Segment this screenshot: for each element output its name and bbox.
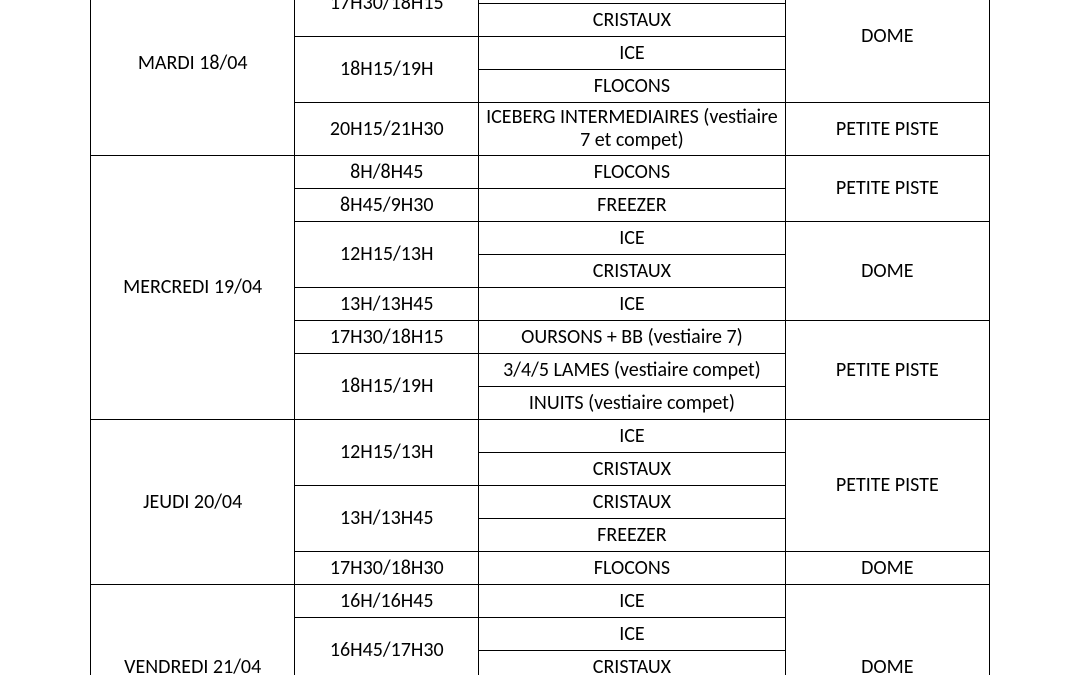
- day-cell: MERCREDI 19/04: [91, 156, 295, 420]
- time-cell: 18H15/19H: [295, 37, 479, 103]
- group-cell: CRISTAUX: [479, 486, 785, 519]
- time-cell: 20H15/21H30: [295, 103, 479, 156]
- location-cell: DOME: [785, 552, 989, 585]
- schedule-table: MARDI 18/04 17H30/18H15 ICE DOME CRISTAU…: [90, 0, 990, 675]
- time-cell: 17H30/18H30: [295, 552, 479, 585]
- group-cell: ICE: [479, 585, 785, 618]
- group-cell: CRISTAUX: [479, 651, 785, 675]
- group-cell: ICE: [479, 222, 785, 255]
- location-cell: PETITE PISTE: [785, 420, 989, 552]
- group-cell: FREEZER: [479, 519, 785, 552]
- time-cell: 12H15/13H: [295, 420, 479, 486]
- group-cell: CRISTAUX: [479, 255, 785, 288]
- time-cell: 8H45/9H30: [295, 189, 479, 222]
- time-cell: 17H30/18H15: [295, 0, 479, 37]
- time-cell: 13H/13H45: [295, 486, 479, 552]
- group-cell: OURSONS + BB (vestiaire 7): [479, 321, 785, 354]
- group-cell: CRISTAUX: [479, 453, 785, 486]
- day-cell: VENDREDI 21/04: [91, 585, 295, 675]
- time-cell: 17H30/18H15: [295, 321, 479, 354]
- group-cell: ICE: [479, 288, 785, 321]
- group-cell: ICE: [479, 420, 785, 453]
- time-cell: 13H/13H45: [295, 288, 479, 321]
- group-cell: CRISTAUX: [479, 4, 785, 37]
- group-cell: FLOCONS: [479, 156, 785, 189]
- location-cell: DOME: [785, 585, 989, 675]
- table-row: VENDREDI 21/04 16H/16H45 ICE DOME: [91, 585, 990, 618]
- location-cell: DOME: [785, 222, 989, 321]
- day-cell: MARDI 18/04: [91, 0, 295, 156]
- group-cell: FREEZER: [479, 189, 785, 222]
- table-row: JEUDI 20/04 12H15/13H ICE PETITE PISTE: [91, 420, 990, 453]
- day-cell: JEUDI 20/04: [91, 420, 295, 585]
- group-cell: INUITS (vestiaire compet): [479, 387, 785, 420]
- time-cell: 18H15/19H: [295, 354, 479, 420]
- time-cell: 8H/8H45: [295, 156, 479, 189]
- group-cell: FLOCONS: [479, 552, 785, 585]
- time-cell: 16H45/17H30: [295, 618, 479, 675]
- group-cell: ICE: [479, 37, 785, 70]
- location-cell: PETITE PISTE: [785, 156, 989, 222]
- time-cell: 16H/16H45: [295, 585, 479, 618]
- time-cell: 12H15/13H: [295, 222, 479, 288]
- location-cell: PETITE PISTE: [785, 103, 989, 156]
- group-cell: FLOCONS: [479, 70, 785, 103]
- group-cell: 3/4/5 LAMES (vestiaire compet): [479, 354, 785, 387]
- group-cell: ICE: [479, 618, 785, 651]
- table-row: MERCREDI 19/04 8H/8H45 FLOCONS PETITE PI…: [91, 156, 990, 189]
- group-cell: ICEBERG INTERMEDIAIRES (vestiaire 7 et c…: [479, 103, 785, 156]
- location-cell: PETITE PISTE: [785, 321, 989, 420]
- location-cell: DOME: [785, 0, 989, 103]
